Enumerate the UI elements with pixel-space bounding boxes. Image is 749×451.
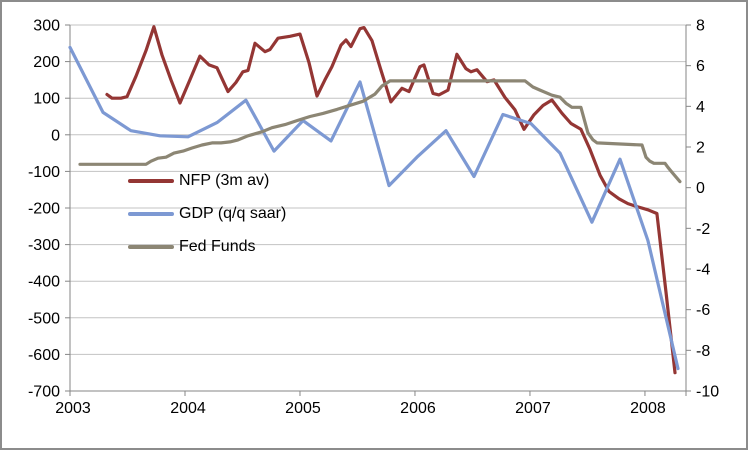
y-right-tick-label: 6 — [696, 58, 705, 75]
y-left-tick-label: -100 — [28, 164, 60, 181]
x-tick-label: 2004 — [170, 400, 206, 417]
legend-swatch-nfp — [128, 178, 174, 183]
y-right-tick-label: 8 — [696, 18, 705, 35]
y-left-tick-label: -500 — [28, 310, 60, 327]
y-left-tick-label: 0 — [51, 127, 60, 144]
series-line-fed-funds — [78, 79, 682, 184]
y-left-tick-label: 200 — [33, 54, 60, 71]
y-left-tick-label: -400 — [28, 274, 60, 291]
y-right-tick-label: -2 — [696, 221, 710, 238]
y-right-tick-label: 4 — [696, 99, 705, 116]
x-tick-label: 2007 — [515, 400, 551, 417]
y-left-tick-label: -300 — [28, 237, 60, 254]
series-line-nfp-3m-av — [105, 25, 677, 375]
legend-swatch-fedfunds — [128, 244, 174, 249]
y-left-tick-label: 300 — [33, 18, 60, 35]
y-right-tick-label: -6 — [696, 302, 710, 319]
y-left-tick-label: -200 — [28, 201, 60, 218]
legend-swatch-gdp — [128, 211, 174, 216]
y-right-tick-label: 0 — [696, 180, 705, 197]
y-left-tick-label: -600 — [28, 347, 60, 364]
x-tick-label: 2003 — [55, 400, 91, 417]
legend-label-fedfunds: Fed Funds — [179, 237, 256, 255]
y-left-tick-label: 100 — [33, 91, 60, 108]
y-right-tick-label: -4 — [696, 262, 710, 279]
legend-item-nfp: NFP (3m av) — [128, 164, 286, 197]
y-left-tick-label: -700 — [28, 384, 60, 401]
y-right-tick-label: 2 — [696, 140, 705, 157]
legend-item-fedfunds: Fed Funds — [128, 230, 286, 263]
y-right-tick-label: -10 — [696, 384, 719, 401]
x-tick-label: 2008 — [630, 400, 666, 417]
chart-legend: NFP (3m av) GDP (q/q saar) Fed Funds — [128, 164, 286, 263]
legend-item-gdp: GDP (q/q saar) — [128, 197, 286, 230]
x-tick-label: 2005 — [285, 400, 321, 417]
legend-label-nfp: NFP (3m av) — [179, 171, 270, 189]
x-tick-label: 2006 — [400, 400, 436, 417]
y-right-tick-label: -8 — [696, 343, 710, 360]
series-line-gdp-qq-saar — [68, 45, 680, 371]
legend-label-gdp: GDP (q/q saar) — [179, 204, 287, 222]
